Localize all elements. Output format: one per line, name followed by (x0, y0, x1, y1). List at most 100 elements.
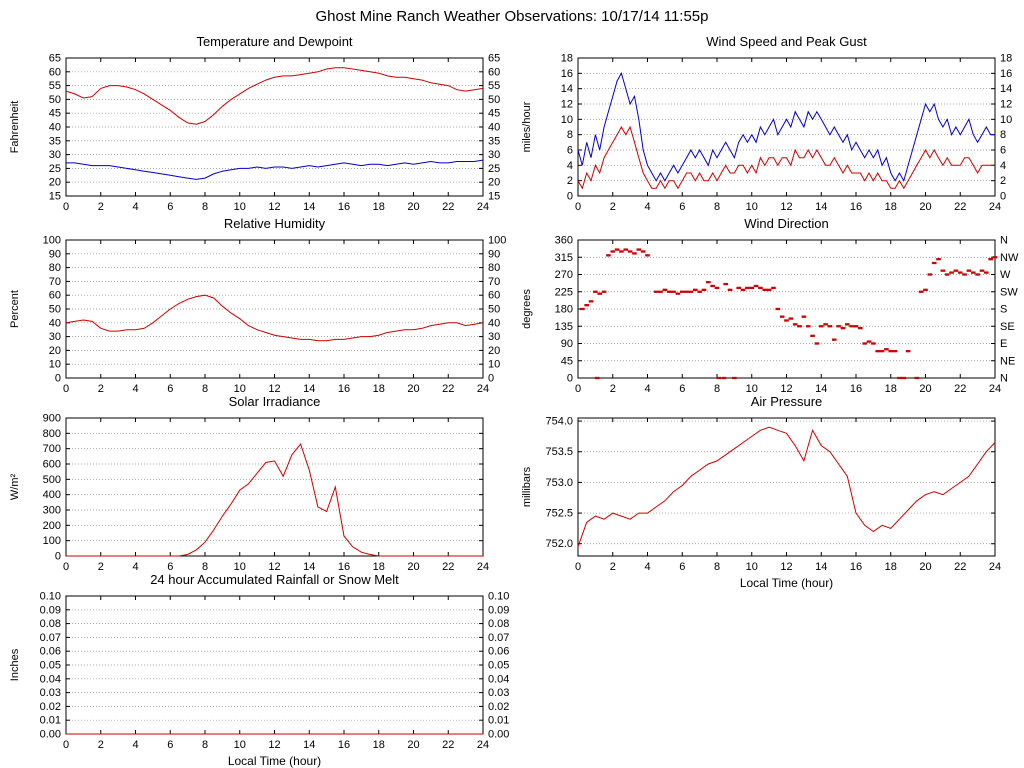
svg-text:25: 25 (49, 163, 61, 175)
svg-text:14: 14 (303, 201, 315, 213)
svg-text:360: 360 (555, 235, 573, 247)
svg-text:12: 12 (561, 99, 573, 111)
svg-text:0.03: 0.03 (488, 687, 509, 699)
svg-text:60: 60 (488, 290, 500, 302)
svg-text:50: 50 (49, 304, 61, 316)
svg-text:0: 0 (55, 373, 61, 385)
svg-text:35: 35 (49, 135, 61, 147)
svg-text:2: 2 (610, 383, 616, 395)
svg-text:65: 65 (488, 53, 500, 65)
svg-text:20: 20 (407, 201, 419, 213)
svg-text:S: S (1000, 304, 1007, 316)
svg-text:30: 30 (49, 331, 61, 343)
svg-text:0: 0 (55, 551, 61, 563)
svg-text:4: 4 (644, 201, 650, 213)
svg-text:0.09: 0.09 (40, 604, 61, 616)
svg-text:18: 18 (561, 53, 573, 65)
svg-text:22: 22 (954, 201, 966, 213)
svg-text:270: 270 (555, 269, 573, 281)
chart-title-wind-speed-gust: Wind Speed and Peak Gust (706, 34, 867, 49)
svg-text:60: 60 (49, 290, 61, 302)
svg-text:0.06: 0.06 (40, 646, 61, 658)
svg-text:22: 22 (954, 561, 966, 573)
svg-text:8: 8 (1000, 129, 1006, 141)
svg-text:0.06: 0.06 (488, 646, 509, 658)
x-axis-label-local-time: Local Time (hour) (227, 754, 322, 768)
temperature-dewpoint-chart: Temperature and Dewpoint 15 15 20 20 25 25 30 3… (6, 34, 511, 216)
svg-text:90: 90 (49, 248, 61, 260)
svg-text:2: 2 (98, 383, 104, 395)
svg-text:4: 4 (644, 383, 650, 395)
svg-text:600: 600 (43, 459, 61, 471)
svg-text:40: 40 (49, 317, 61, 329)
svg-text:2: 2 (567, 175, 573, 187)
svg-text:4: 4 (132, 201, 138, 213)
svg-text:0.04: 0.04 (40, 673, 61, 685)
svg-text:225: 225 (555, 286, 573, 298)
svg-text:24: 24 (477, 383, 489, 395)
svg-text:12: 12 (268, 383, 280, 395)
svg-text:6: 6 (679, 201, 685, 213)
svg-text:60: 60 (49, 66, 61, 78)
svg-text:millibars: millibars (521, 466, 533, 507)
svg-text:0.01: 0.01 (488, 715, 509, 727)
svg-text:10: 10 (234, 383, 246, 395)
svg-text:20: 20 (488, 345, 500, 357)
svg-text:18: 18 (373, 739, 385, 751)
rainfall-chart: 24 hour Accumulated Rainfall or Snow Mel… (6, 572, 511, 768)
svg-text:4: 4 (567, 160, 573, 172)
svg-text:0: 0 (567, 373, 573, 385)
svg-text:10: 10 (234, 561, 246, 573)
svg-text:4: 4 (132, 383, 138, 395)
svg-text:50: 50 (488, 304, 500, 316)
wind-speed-gust-chart: Wind Speed and Peak Gust 0 0 2 2 4 4 6 6 8 8 10 10 1… (518, 34, 1023, 216)
svg-text:80: 80 (488, 262, 500, 274)
svg-text:0: 0 (1000, 191, 1006, 203)
svg-text:100: 100 (43, 535, 61, 547)
svg-text:0.02: 0.02 (488, 701, 509, 713)
svg-text:2: 2 (98, 201, 104, 213)
svg-text:55: 55 (49, 80, 61, 92)
svg-text:18: 18 (885, 561, 897, 573)
svg-text:8: 8 (714, 383, 720, 395)
svg-text:14: 14 (1000, 83, 1012, 95)
svg-text:15: 15 (49, 191, 61, 203)
svg-text:14: 14 (303, 383, 315, 395)
svg-text:2: 2 (610, 201, 616, 213)
svg-text:25: 25 (488, 163, 500, 175)
svg-text:14: 14 (561, 83, 573, 95)
svg-text:35: 35 (488, 135, 500, 147)
svg-text:E: E (1000, 338, 1007, 350)
svg-text:W/m²: W/m² (9, 474, 21, 501)
svg-text:18: 18 (885, 201, 897, 213)
svg-text:24: 24 (477, 739, 489, 751)
svg-text:6: 6 (167, 383, 173, 395)
svg-text:18: 18 (373, 383, 385, 395)
svg-text:70: 70 (49, 276, 61, 288)
svg-text:2: 2 (98, 561, 104, 573)
svg-text:14: 14 (303, 739, 315, 751)
svg-text:20: 20 (919, 201, 931, 213)
svg-text:6: 6 (679, 561, 685, 573)
svg-text:0.00: 0.00 (40, 729, 61, 741)
svg-text:SE: SE (1000, 321, 1015, 333)
svg-text:8: 8 (567, 129, 573, 141)
svg-text:8: 8 (202, 383, 208, 395)
svg-text:4: 4 (1000, 160, 1006, 172)
svg-text:24: 24 (477, 201, 489, 213)
svg-text:20: 20 (407, 561, 419, 573)
svg-text:55: 55 (488, 80, 500, 92)
svg-text:18: 18 (885, 383, 897, 395)
svg-text:24: 24 (477, 561, 489, 573)
svg-text:8: 8 (714, 201, 720, 213)
chart-title-air-pressure: Air Pressure (750, 394, 823, 409)
svg-text:0.03: 0.03 (40, 687, 61, 699)
svg-text:14: 14 (303, 561, 315, 573)
svg-text:20: 20 (919, 383, 931, 395)
svg-text:754.0: 754.0 (545, 416, 573, 428)
svg-text:0.01: 0.01 (40, 715, 61, 727)
svg-text:10: 10 (1000, 114, 1012, 126)
svg-text:0.08: 0.08 (488, 618, 509, 630)
svg-text:6: 6 (167, 561, 173, 573)
